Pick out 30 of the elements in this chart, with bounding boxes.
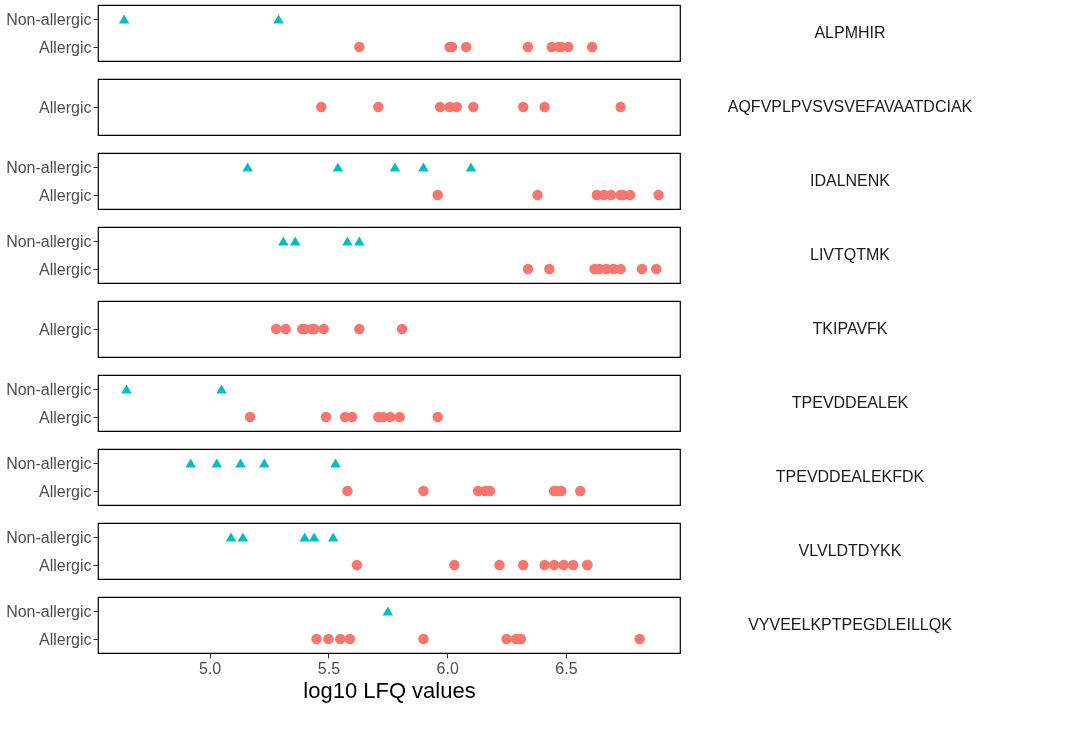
y-tick-label: Non-allergic (6, 380, 92, 398)
y-tick-label: Allergic (39, 38, 92, 56)
y-tick-label: Allergic (39, 260, 92, 278)
text: LIVTQTMK (809, 246, 891, 263)
y-tick-label: Non-allergic (6, 528, 92, 546)
y-tick-label: Non-allergic (6, 602, 92, 620)
text: VYVEELKPTPEGDLEILLQK (748, 616, 953, 633)
text: TPEVDDEALEKFDK (775, 468, 925, 485)
x-tick-label: 6.5 (555, 659, 578, 677)
y-tick-label: Allergic (39, 482, 92, 500)
y-tick-label: Allergic (39, 556, 92, 574)
y-tick-label: Allergic (39, 320, 92, 338)
y-tick-label: Non-allergic (6, 10, 92, 28)
y-tick-label: Allergic (39, 630, 92, 648)
text: ALPMHIR (814, 24, 886, 41)
x-tick-label: 5.5 (317, 659, 341, 677)
x-axis-title: log10 LFQ values (303, 677, 476, 703)
x-tick-label: 6.0 (436, 659, 459, 677)
x-tick-label: 5.0 (199, 659, 222, 677)
y-tick-label: Non-allergic (6, 454, 92, 472)
text: IDALNENK (809, 172, 891, 189)
y-tick-label: Non-allergic (6, 232, 92, 250)
y-tick-label: Allergic (39, 408, 92, 426)
text: VLVLDTDYKK (798, 542, 902, 559)
text: AQFVPLPVSVSVEFAVAATDCIAK (727, 98, 973, 115)
text: TKIPAVFK (812, 320, 888, 337)
text: TPEVDDEALEK (791, 394, 909, 411)
y-tick-label: Allergic (39, 98, 92, 116)
y-tick-label: Non-allergic (6, 158, 92, 176)
y-tick-label: Allergic (39, 186, 92, 204)
